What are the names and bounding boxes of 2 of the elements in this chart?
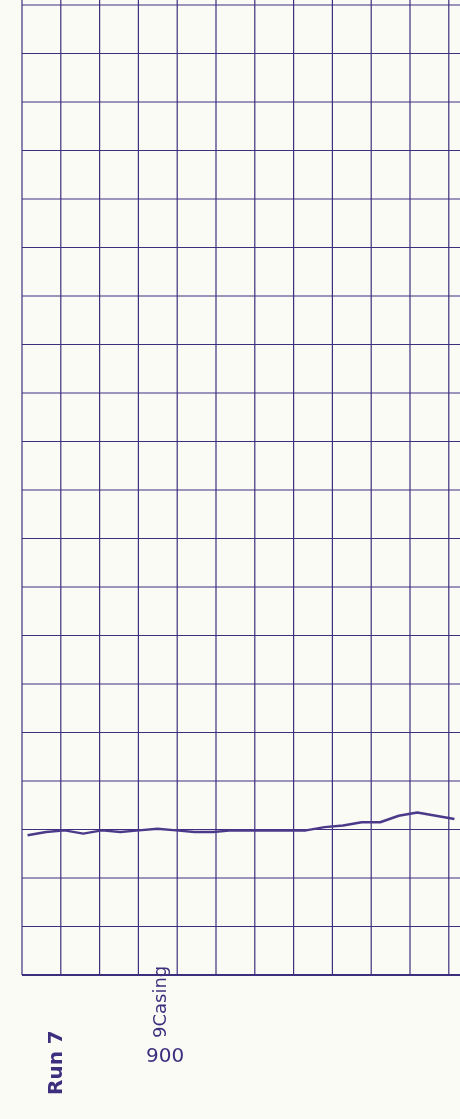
text: 900 bbox=[146, 1043, 185, 1067]
text: Run 7 bbox=[43, 1030, 67, 1095]
